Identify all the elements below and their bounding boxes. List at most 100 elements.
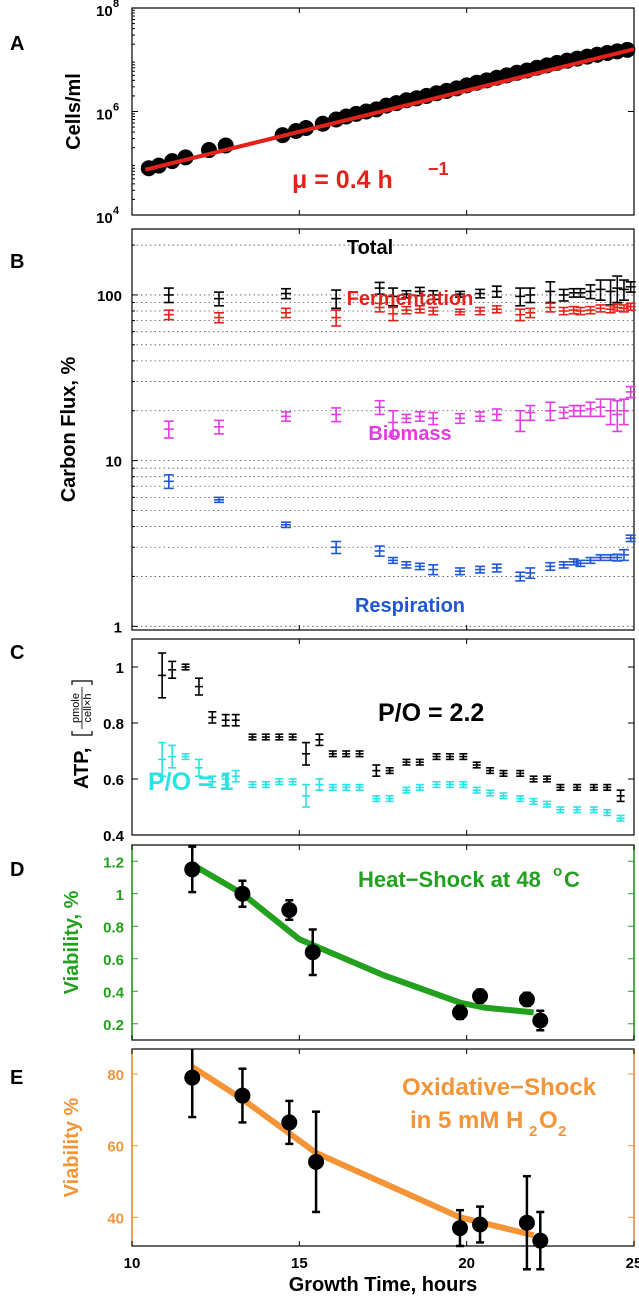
heat-shock-point: [518, 991, 535, 1008]
atp-po-2-2-point: [231, 713, 240, 727]
respiration-flux-point: [428, 564, 439, 576]
total-flux-point: [414, 286, 425, 297]
atp-po-1-point: [168, 744, 177, 769]
atp-po-1-point: [529, 797, 538, 806]
atp-po-1-point: [355, 783, 364, 792]
y-tick-label: 10: [96, 210, 113, 227]
biomass-flux-point: [575, 404, 586, 418]
atp-po-1-point: [402, 786, 411, 794]
total-flux-point: [388, 287, 399, 307]
total-flux-point: [374, 281, 385, 296]
celsius-suffix: C: [564, 867, 580, 892]
fermentation-flux-point: [618, 304, 629, 313]
unit-denominator: cell×h: [82, 693, 94, 722]
respiration-flux-point: [575, 559, 586, 568]
fermentation-flux-point: [545, 302, 556, 313]
respiration-flux-point: [388, 556, 399, 565]
y-tick-label: 1: [114, 619, 122, 636]
atp-po-1-point: [248, 780, 257, 789]
y-tick-label: 0.2: [103, 1017, 124, 1034]
y-axis-label: Cells/ml: [63, 73, 85, 150]
y-tick-label: 0.8: [103, 716, 124, 733]
atp-po-1-point: [372, 794, 381, 803]
atp-po-2-2-point: [589, 783, 598, 792]
biomass-flux-point: [491, 408, 502, 422]
fermentation-flux-point: [280, 307, 291, 319]
atp-po-1-point: [231, 769, 240, 783]
total-flux-point: [428, 289, 439, 301]
fermentation-flux-point: [401, 305, 412, 315]
fermentation-flux-point: [475, 306, 486, 316]
biomass-flux-point: [280, 411, 291, 422]
heat-shock-point: [281, 899, 298, 921]
heat-shock-point: [532, 1009, 549, 1032]
total-flux-point: [491, 285, 502, 298]
y-axis-label: Viability %: [61, 1097, 83, 1197]
atp-po-1-point: [445, 780, 454, 789]
y-tick-label: 0.6: [103, 952, 124, 969]
atp-po-2-2-point: [542, 775, 551, 783]
respiration-flux-point: [374, 545, 385, 557]
atp-po-1-point: [158, 741, 167, 778]
atp-po-2-2-point: [372, 764, 381, 778]
y-tick-exponent: 6: [113, 102, 119, 114]
atp-po-2-2-point: [342, 750, 351, 758]
fit-line-overlay: [144, 47, 635, 172]
respiration-flux-point: [595, 554, 606, 562]
atp-po-2-2-point: [261, 733, 270, 741]
atp-po-2-2-point: [459, 752, 468, 761]
fermentation-flux-point: [568, 305, 579, 315]
atp-po-2-2-point: [248, 733, 257, 741]
atp-po-2-2-point: [556, 783, 565, 792]
x-tick-label: 10: [124, 1255, 141, 1272]
respiration-flux-point: [280, 521, 291, 529]
x-tick-label: 25: [626, 1255, 639, 1272]
panel-letter-d: D: [10, 859, 24, 881]
y-axis-label: Viability, %: [61, 890, 83, 994]
respiration-flux-point: [625, 534, 636, 543]
atp-po-1-point: [432, 780, 441, 789]
total-flux-point: [575, 287, 586, 298]
biomass-flux-point: [163, 420, 174, 439]
atp-po-2-2-point: [573, 783, 582, 792]
heat-shock-point: [472, 988, 489, 1005]
biomass-flux-point: [585, 401, 596, 418]
fermentation-flux-point: [414, 304, 425, 314]
atp-po-2-2-point: [208, 710, 217, 724]
respiration-flux-point: [331, 540, 342, 555]
oxidative-shock-annotation-line1: Oxidative−Shock: [402, 1074, 597, 1101]
biomass-flux-point: [525, 404, 536, 422]
atp-po-2-2-point: [472, 761, 481, 769]
atp-po-2-2-point: [516, 769, 525, 778]
atp-po-1-point: [328, 783, 337, 792]
respiration-flux-point: [568, 558, 579, 566]
biomass-flux-point: [401, 413, 412, 424]
biomass-flux-point: [214, 419, 225, 435]
atp-po-2-2-point: [302, 741, 311, 766]
y-tick-label: 60: [107, 1139, 124, 1156]
fermentation-flux-point: [558, 306, 569, 316]
atp-po-1-point: [556, 806, 565, 814]
oxidative-shock-point: [184, 1049, 201, 1119]
atp-po-1-point: [415, 783, 424, 792]
fermentation-flux-point: [575, 306, 586, 316]
total-flux-point: [331, 289, 342, 310]
fermentation-flux-point: [388, 306, 399, 322]
fermentation-flux-point: [163, 309, 174, 321]
biomass-flux-point: [414, 411, 425, 422]
total-flux-point: [618, 279, 629, 301]
atp-po-1-point: [516, 794, 525, 803]
atp-po-2-2-point: [194, 677, 203, 696]
fermentation-flux-point: [331, 309, 342, 327]
fermentation-flux-point: [612, 303, 623, 312]
x-tick-label: 20: [458, 1255, 475, 1272]
respiration-flux-point: [618, 548, 629, 562]
h2o2-oxygen: O: [539, 1107, 558, 1134]
total-flux-point: [475, 288, 486, 299]
respiration-flux-point: [525, 567, 536, 580]
atp-po-2-2-point: [181, 663, 190, 671]
atp-po-1-point: [194, 758, 203, 778]
x-tick-label: 15: [291, 1255, 308, 1272]
atp-po-1-point: [573, 806, 582, 814]
total-flux-point: [585, 284, 596, 300]
